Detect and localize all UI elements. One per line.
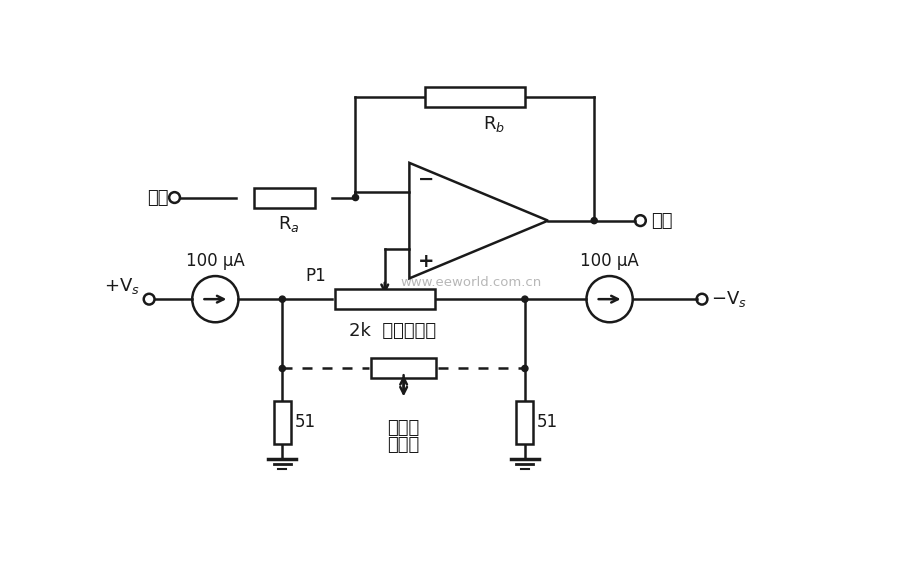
Text: R$_a$: R$_a$ — [278, 215, 300, 235]
Bar — [334, 289, 435, 309]
Circle shape — [522, 296, 528, 302]
Text: $-$V$_s$: $-$V$_s$ — [711, 289, 747, 309]
Text: P1: P1 — [305, 268, 326, 285]
Text: −: − — [418, 170, 434, 189]
Bar — [371, 358, 436, 378]
Text: 100 μA: 100 μA — [186, 252, 245, 270]
Circle shape — [279, 296, 286, 302]
Text: www.eeworld.com.cn: www.eeworld.com.cn — [400, 275, 541, 289]
Text: R$_b$: R$_b$ — [483, 114, 505, 135]
Circle shape — [279, 365, 286, 371]
Circle shape — [522, 365, 528, 371]
Text: 输入: 输入 — [147, 189, 169, 207]
Text: 放大器: 放大器 — [387, 436, 420, 454]
Text: 去其它: 去其它 — [387, 419, 420, 437]
Text: 输出: 输出 — [651, 212, 672, 229]
Text: 100 μA: 100 μA — [580, 252, 639, 270]
Circle shape — [353, 194, 358, 201]
Text: 2k  线性电位器: 2k 线性电位器 — [349, 322, 436, 340]
Circle shape — [591, 218, 597, 224]
Text: 51: 51 — [295, 414, 316, 431]
Text: 51: 51 — [537, 414, 559, 431]
Bar — [274, 401, 290, 444]
Text: +V$_s$: +V$_s$ — [104, 276, 140, 296]
Bar — [425, 87, 525, 107]
Text: +: + — [418, 252, 434, 271]
Bar — [254, 187, 315, 207]
Bar — [517, 401, 533, 444]
